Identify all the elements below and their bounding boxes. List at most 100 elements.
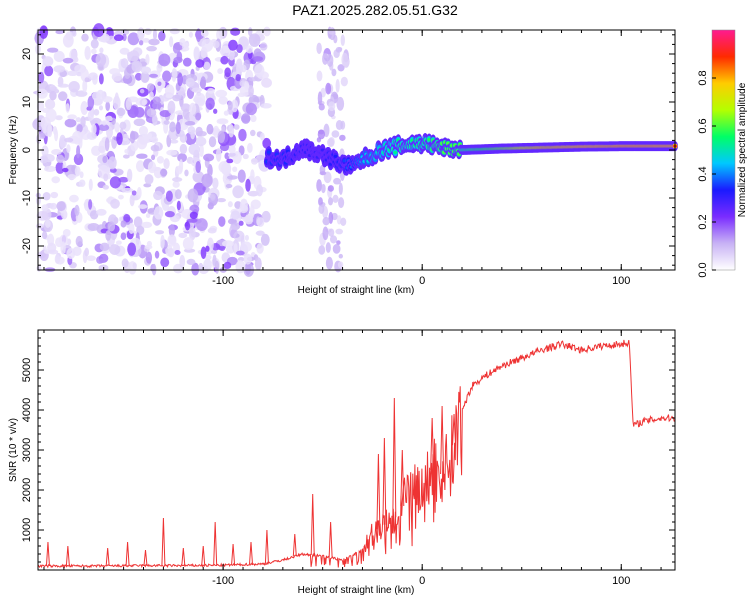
spectrogram-x-ticks: -100 0 100	[43, 30, 662, 287]
noise-blob	[240, 241, 252, 253]
noise-blob	[332, 243, 341, 254]
x-tick-label: 100	[612, 275, 630, 287]
noise-blob	[137, 204, 148, 209]
noise-blob	[238, 128, 247, 142]
noise-blob	[171, 68, 178, 79]
snr-panel: -100 0 100 1000 2000 3000 4000 5000 Height of …	[8, 329, 676, 596]
noise-blob	[44, 65, 54, 77]
noise-blob	[205, 97, 215, 110]
noise-blob	[148, 38, 160, 46]
noise-blob	[44, 165, 56, 172]
noise-blob	[177, 72, 183, 87]
noise-blob	[158, 53, 171, 67]
noise-blob	[195, 112, 202, 121]
noise-blob	[152, 113, 158, 126]
noise-blob	[42, 191, 51, 201]
noise-blob	[188, 226, 196, 241]
spectrogram-signal-track	[263, 132, 678, 176]
noise-blob	[55, 29, 64, 35]
noise-blob	[42, 56, 54, 67]
noise-blob	[199, 143, 204, 158]
noise-blob	[336, 96, 345, 111]
noise-blob	[246, 45, 253, 54]
noise-blob	[130, 131, 139, 140]
noise-blob	[195, 59, 205, 68]
noise-blob	[225, 183, 233, 189]
noise-blob	[97, 35, 110, 43]
noise-blob	[56, 201, 66, 212]
noise-blob	[321, 183, 326, 194]
noise-blob	[340, 76, 348, 87]
noise-blob	[138, 125, 149, 136]
noise-blob	[175, 165, 183, 175]
noise-blob	[235, 260, 246, 274]
noise-blob	[91, 145, 102, 157]
noise-blob	[198, 262, 204, 271]
noise-blob	[204, 254, 212, 261]
noise-blob	[260, 233, 270, 246]
noise-blob	[224, 152, 230, 160]
noise-blob	[118, 216, 124, 222]
noise-blob	[128, 222, 135, 235]
noise-blob	[127, 32, 140, 46]
noise-blob	[325, 82, 332, 95]
noise-blob	[53, 50, 65, 63]
noise-blob	[327, 185, 334, 192]
noise-blob	[146, 108, 157, 118]
noise-blob	[217, 130, 226, 143]
noise-blob	[118, 194, 124, 200]
snr-spike	[161, 517, 166, 566]
noise-blob	[82, 79, 88, 93]
noise-blob	[119, 121, 127, 130]
noise-blob	[256, 184, 263, 197]
noise-blob	[88, 72, 98, 81]
noise-blob	[150, 144, 160, 152]
noise-blob	[189, 211, 198, 220]
noise-blob	[191, 262, 200, 276]
noise-blob	[245, 178, 251, 192]
x-tick-label: 100	[612, 575, 630, 587]
noise-blob	[57, 83, 70, 88]
noise-blob	[162, 70, 172, 82]
noise-blob	[67, 114, 77, 120]
noise-blob	[155, 230, 165, 235]
noise-blob	[230, 27, 241, 36]
noise-blob	[84, 45, 91, 60]
x-tick-label: 0	[419, 275, 425, 287]
noise-blob	[169, 28, 180, 35]
noise-blob	[184, 121, 196, 126]
noise-blob	[66, 144, 71, 154]
noise-blob	[139, 88, 145, 94]
noise-blob	[340, 217, 347, 227]
noise-blob	[81, 33, 89, 42]
noise-blob	[140, 71, 150, 83]
noise-blob	[326, 53, 334, 67]
noise-blob	[235, 73, 241, 82]
noise-blob	[131, 190, 137, 196]
noise-blob	[338, 253, 343, 259]
noise-blob	[237, 169, 246, 183]
snr-spike	[430, 417, 435, 471]
noise-blob	[316, 179, 322, 192]
noise-blob	[243, 253, 252, 265]
noise-blob	[175, 121, 181, 135]
noise-blob	[333, 177, 342, 185]
noise-blob	[72, 30, 77, 37]
noise-blob	[231, 99, 239, 113]
noise-blob	[167, 247, 175, 258]
noise-blob	[147, 161, 157, 174]
noise-blob	[156, 63, 163, 73]
noise-blob	[103, 173, 109, 182]
colorbar-tick-label: 0.8	[697, 70, 709, 85]
spectrogram-y-label: Frequency (Hz)	[8, 116, 19, 185]
snr-y-label: SNR (10 * v/v)	[8, 418, 19, 482]
noise-blob	[186, 218, 199, 223]
noise-blob	[248, 77, 258, 82]
noise-blob	[256, 217, 265, 227]
noise-blob	[325, 242, 331, 253]
noise-blob	[223, 261, 232, 270]
noise-blob	[109, 176, 121, 189]
noise-blob	[75, 117, 82, 123]
track-core	[333, 154, 338, 158]
noise-blob	[250, 114, 257, 123]
